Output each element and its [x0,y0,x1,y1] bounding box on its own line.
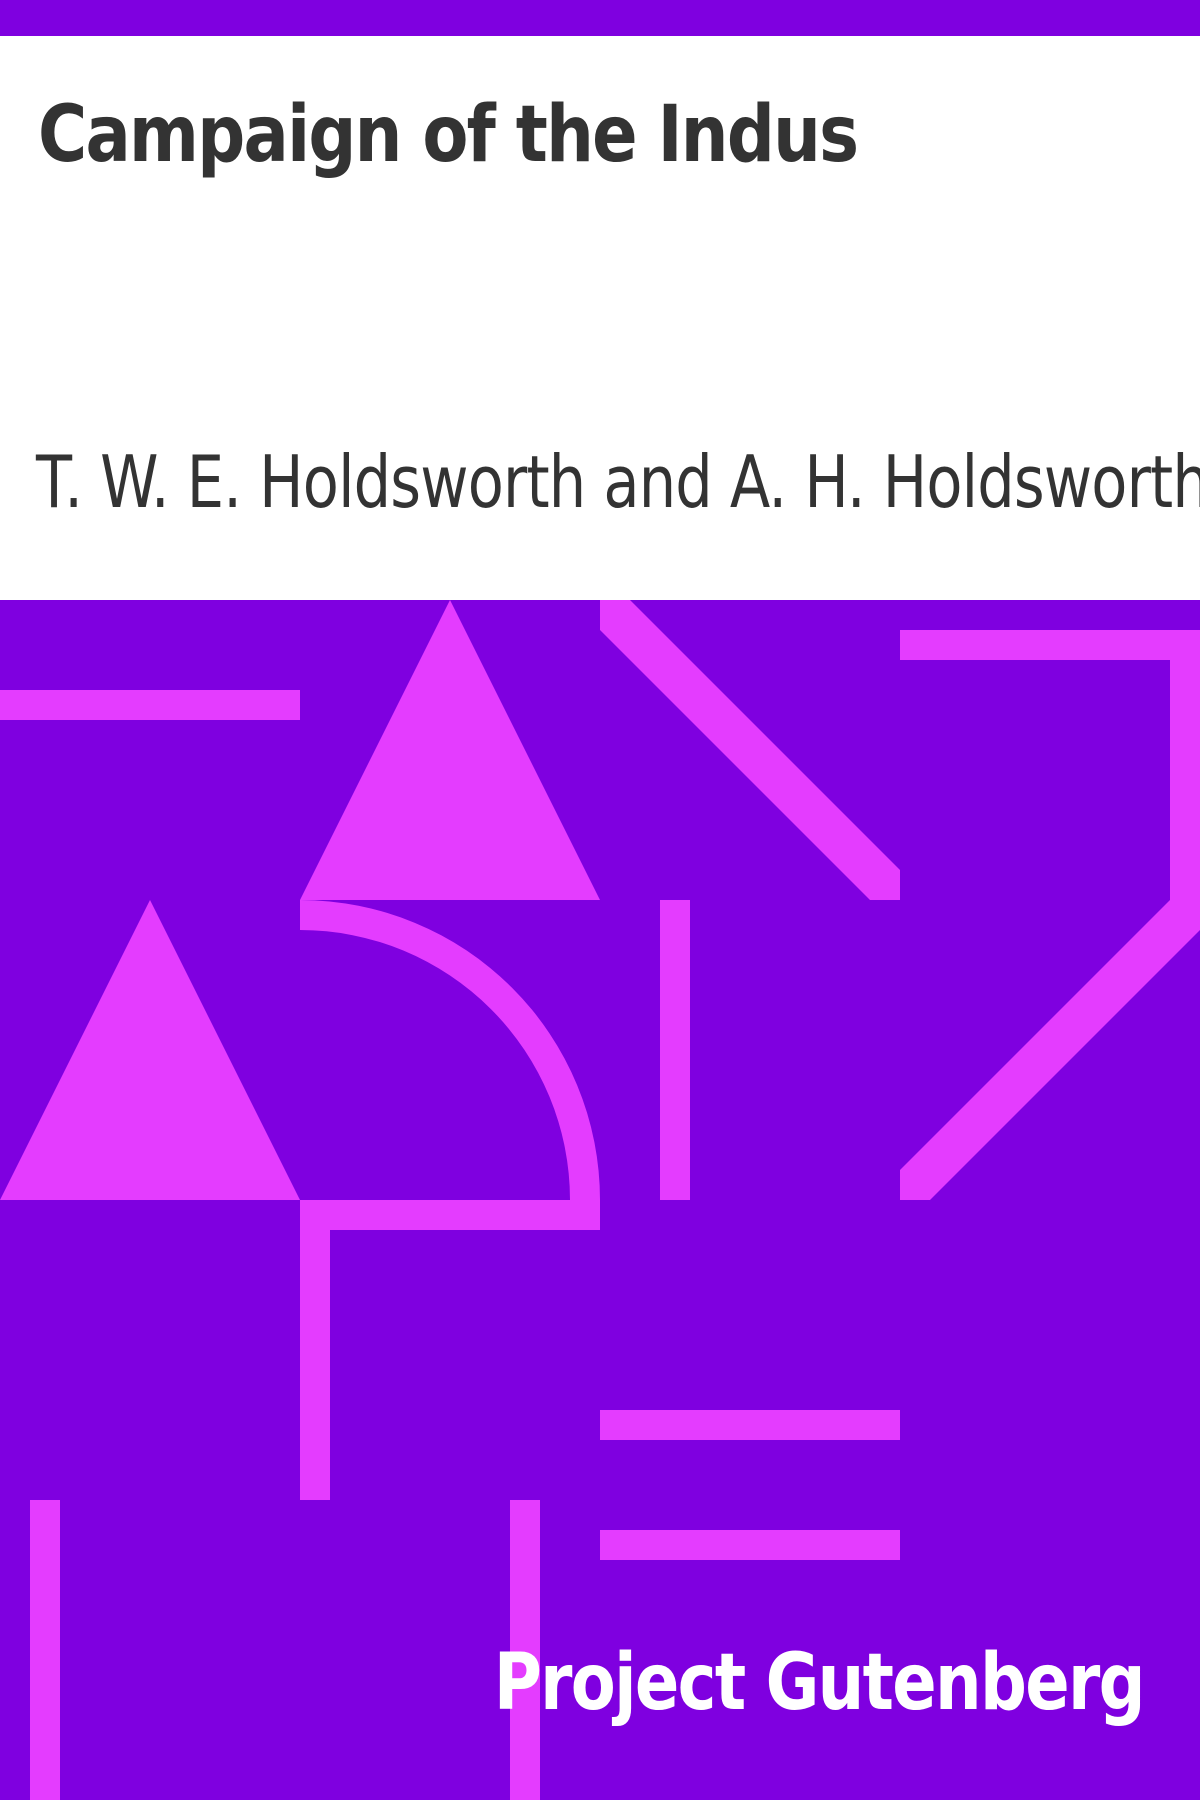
pattern-vertical-bar-right [510,1500,540,1800]
pattern-bracket-vertical [300,1200,330,1500]
top-color-band [0,0,1200,36]
publisher-name: Project Gutenberg [493,1638,1146,1728]
book-title: Campaign of the Indus [38,90,859,180]
pattern-right-diagonal [900,900,1200,1200]
pattern-triangle-upper [300,600,600,900]
pattern-bar-top-left [0,690,300,720]
geometric-pattern [0,600,1200,1800]
pattern-diagonal-bar [600,600,900,900]
pattern-quarter-arc [300,900,600,1200]
pattern-frame-right [1170,630,1200,900]
pattern-vertical-bar-middle [660,900,690,1200]
book-author: T. W. E. Holdsworth and A. H. Holdsworth [36,440,1200,524]
pattern-triangle-lower [0,900,300,1200]
pattern-horizontal-bar-upper [600,1410,900,1440]
pattern-frame-top [900,630,1200,660]
pattern-vertical-bar-left [30,1500,60,1800]
pattern-bracket-horizontal [300,1200,600,1230]
pattern-horizontal-bar-lower [600,1530,900,1560]
